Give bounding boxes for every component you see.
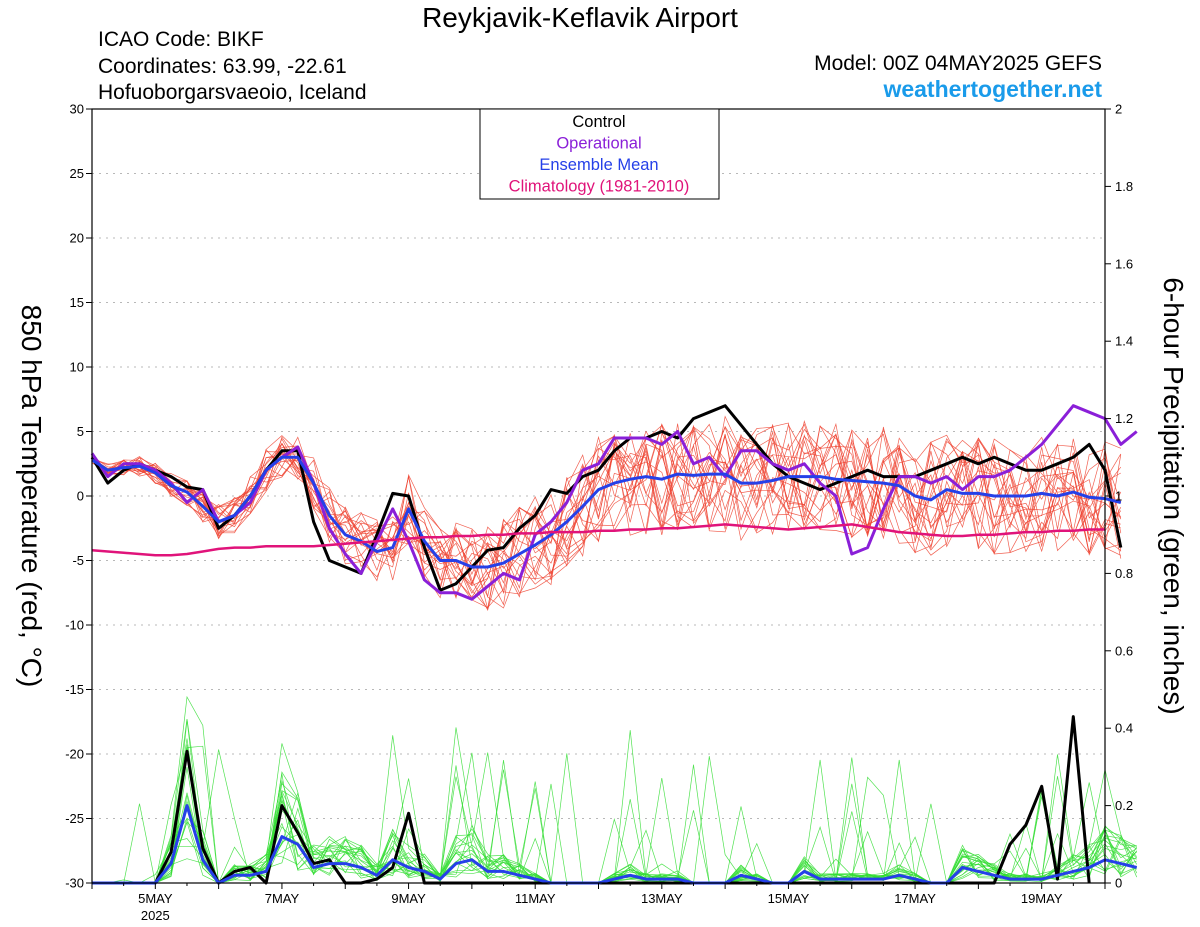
- x-tick-label: 13MAY: [641, 891, 683, 906]
- y2-tick-label: 0.8: [1115, 566, 1133, 581]
- legend-entry: Climatology (1981-2010): [509, 178, 690, 196]
- x-tick-label: 17MAY: [894, 891, 936, 906]
- y2-tick-label: 2: [1115, 102, 1122, 117]
- legend-box: [479, 108, 720, 200]
- y2-tick-label: 1.8: [1115, 179, 1133, 194]
- y2-tick-label: 0.6: [1115, 643, 1133, 658]
- x-tick-label: 5MAY: [138, 891, 173, 906]
- temp-ensemble-mean-line: [91, 455, 1122, 569]
- ensemble-members: [91, 415, 1138, 884]
- precip-member-line: [92, 776, 1137, 884]
- axes: 302520151050-5-10-15-20-25-3021.81.61.41…: [65, 102, 1133, 924]
- y2-tick-label: 0.4: [1115, 721, 1133, 736]
- temp-climatology-1981-2010-line: [91, 523, 1105, 557]
- y2-tick-label: 0.2: [1115, 798, 1133, 813]
- x-tick-label: 15MAY: [768, 891, 810, 906]
- y-tick-label: 30: [70, 102, 84, 117]
- temp-member-line: [91, 428, 1122, 586]
- y2-tick-label: 1: [1115, 489, 1122, 504]
- precip-member-line: [92, 695, 1137, 884]
- x-tick-label: 7MAY: [265, 891, 300, 906]
- y-tick-label: -10: [65, 618, 84, 633]
- legend-entry: Control: [572, 113, 625, 131]
- x-tick-sublabel: 2025: [141, 908, 170, 923]
- y-tick-label: -20: [65, 747, 84, 762]
- precip-member-line: [92, 752, 1137, 884]
- y-tick-label: -5: [72, 553, 84, 568]
- temp-member-line: [91, 431, 1122, 598]
- y2-tick-label: 1.2: [1115, 411, 1133, 426]
- y-axis-label: 850 hPa Temperature (red, °C): [16, 305, 47, 688]
- y2-axis-label: 6-hour Precipitation (green, inches): [1158, 277, 1189, 714]
- precip-ensemble-mean-line: [92, 804, 1138, 885]
- legend-entry: Operational: [556, 135, 641, 153]
- y-tick-label: 25: [70, 166, 84, 181]
- precip-member-line: [92, 759, 1138, 884]
- model-run: Model: 00Z 04MAY2025 GEFS: [814, 52, 1102, 75]
- legend: Control Operational Ensemble Mean Climatolo…: [479, 108, 720, 200]
- y2-tick-label: 1.6: [1115, 256, 1133, 271]
- y2-tick-label: 0: [1115, 876, 1122, 891]
- temp-member-line: [91, 429, 1122, 598]
- y2-tick-label: 1.4: [1115, 334, 1133, 349]
- y-tick-label: 15: [70, 295, 84, 310]
- y-tick-label: 20: [70, 231, 84, 246]
- chart-title: Reykjavik-Keflavik Airport: [422, 2, 738, 33]
- temp-control-line: [90, 404, 1123, 592]
- x-tick-label: 19MAY: [1021, 891, 1063, 906]
- temp-member-line: [91, 423, 1122, 594]
- x-tick-label: 9MAY: [391, 891, 426, 906]
- coordinates: Coordinates: 63.99, -22.61: [98, 55, 347, 78]
- location-name: Hofuoborgarsvaeoio, Iceland: [98, 81, 367, 104]
- x-tick-label: 11MAY: [515, 891, 556, 906]
- temp-member-line: [91, 426, 1121, 601]
- y-tick-label: 5: [77, 424, 84, 439]
- legend-entry: Ensemble Mean: [539, 156, 658, 174]
- icao-code: ICAO Code: BIKF: [98, 28, 264, 51]
- y-tick-label: -15: [65, 682, 84, 697]
- site-link[interactable]: weathertogether.net: [883, 76, 1102, 102]
- temp-member-line: [91, 425, 1121, 610]
- y-tick-label: -30: [65, 876, 84, 891]
- precip-member-line: [92, 752, 1137, 884]
- y-tick-label: 10: [70, 360, 84, 375]
- precip-member-line: [92, 754, 1137, 884]
- series-lines: [90, 404, 1138, 885]
- y-tick-label: 0: [77, 489, 84, 504]
- y-tick-label: -25: [65, 811, 84, 826]
